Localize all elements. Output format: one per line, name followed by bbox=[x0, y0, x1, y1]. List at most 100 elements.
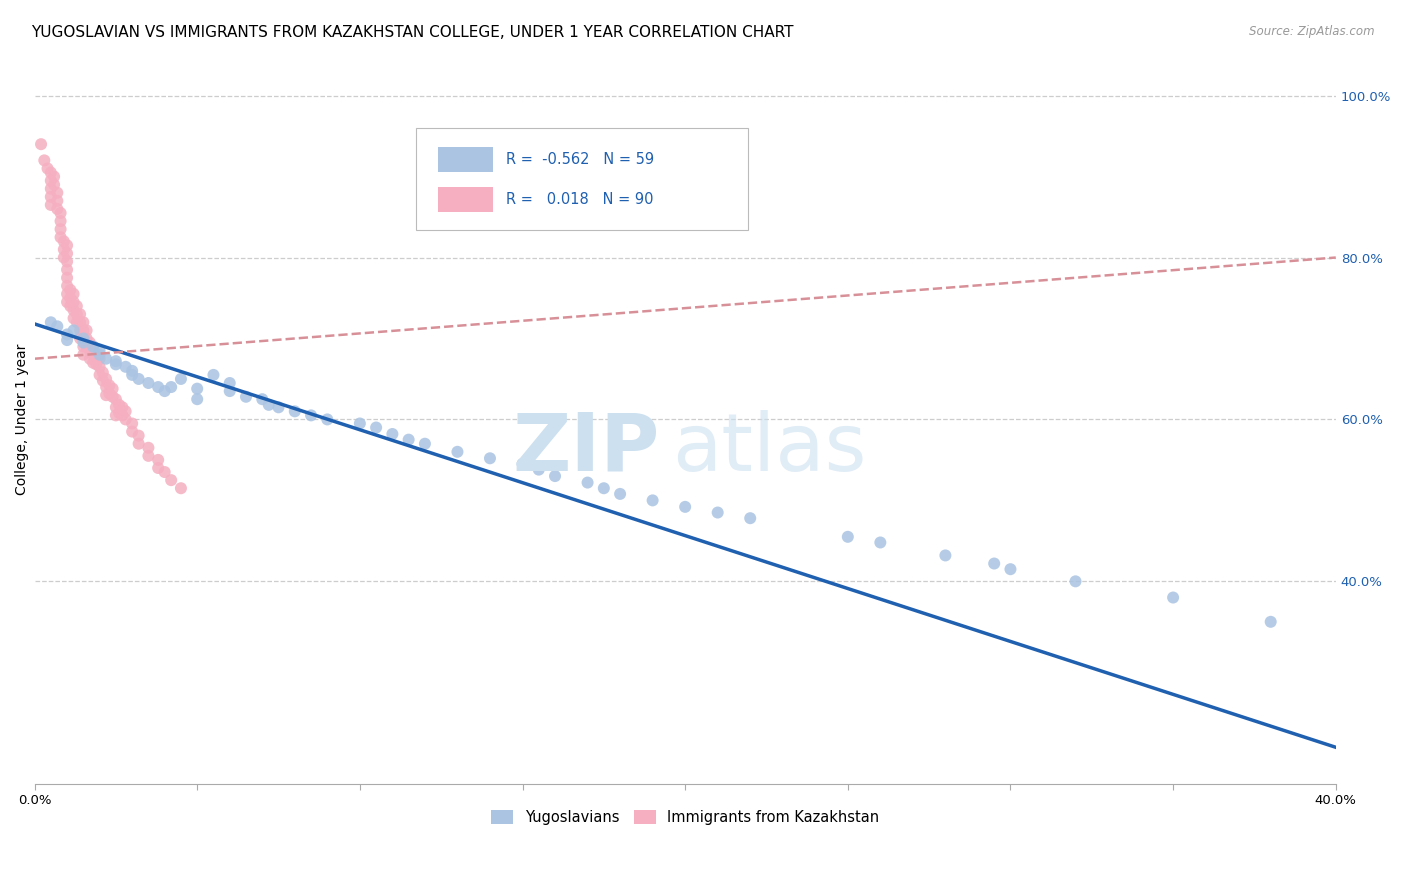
Point bbox=[30, 137, 52, 152]
Point bbox=[72, 335, 94, 350]
Point bbox=[69, 315, 91, 329]
Point bbox=[153, 384, 176, 398]
Point bbox=[366, 420, 388, 434]
Point bbox=[576, 475, 599, 490]
Point bbox=[349, 417, 371, 431]
Point bbox=[108, 406, 131, 420]
FancyBboxPatch shape bbox=[437, 147, 492, 172]
Point bbox=[42, 169, 65, 184]
Point bbox=[98, 378, 121, 392]
Point bbox=[94, 388, 117, 402]
Point bbox=[202, 368, 225, 382]
Point bbox=[56, 278, 79, 293]
Point bbox=[76, 323, 98, 337]
Point bbox=[39, 182, 62, 196]
Point bbox=[56, 327, 79, 342]
Point bbox=[89, 359, 111, 374]
Point bbox=[56, 287, 79, 301]
Text: Source: ZipAtlas.com: Source: ZipAtlas.com bbox=[1250, 25, 1375, 38]
Point bbox=[218, 376, 240, 390]
Point bbox=[89, 348, 111, 362]
Point bbox=[257, 398, 280, 412]
Point bbox=[146, 453, 169, 467]
Point bbox=[446, 445, 468, 459]
Point bbox=[934, 549, 956, 563]
Point bbox=[740, 511, 762, 525]
Point bbox=[138, 449, 160, 463]
Point bbox=[69, 331, 91, 345]
Point bbox=[153, 465, 176, 479]
Point bbox=[82, 356, 104, 370]
Point bbox=[98, 386, 121, 401]
Point bbox=[62, 287, 84, 301]
Point bbox=[66, 299, 89, 313]
Point bbox=[170, 481, 193, 495]
Point bbox=[49, 206, 72, 220]
Point bbox=[56, 295, 79, 310]
Point bbox=[146, 461, 169, 475]
Point bbox=[46, 202, 69, 216]
Point bbox=[108, 398, 131, 412]
Point bbox=[104, 392, 127, 407]
Point bbox=[146, 380, 169, 394]
Point bbox=[114, 359, 136, 374]
Point bbox=[59, 299, 82, 313]
Point bbox=[56, 238, 79, 252]
Point bbox=[111, 409, 134, 423]
Point bbox=[79, 343, 101, 358]
Point bbox=[121, 417, 143, 431]
Point bbox=[59, 291, 82, 305]
Point bbox=[42, 178, 65, 192]
Point bbox=[86, 357, 108, 371]
Point bbox=[478, 451, 501, 466]
Point bbox=[37, 161, 59, 176]
Point bbox=[1000, 562, 1022, 576]
Point bbox=[76, 331, 98, 345]
Point bbox=[111, 401, 134, 415]
Point bbox=[218, 384, 240, 398]
Point bbox=[284, 404, 307, 418]
Point bbox=[170, 372, 193, 386]
Point bbox=[89, 343, 111, 358]
Point bbox=[39, 190, 62, 204]
Point bbox=[66, 307, 89, 321]
Point bbox=[398, 433, 420, 447]
Point bbox=[101, 382, 124, 396]
Point bbox=[34, 153, 56, 168]
Point bbox=[138, 441, 160, 455]
Point bbox=[72, 315, 94, 329]
Point bbox=[72, 340, 94, 354]
Point bbox=[869, 535, 891, 549]
Point bbox=[186, 392, 208, 407]
Point bbox=[72, 348, 94, 362]
Point bbox=[79, 335, 101, 350]
Point bbox=[49, 214, 72, 228]
Point bbox=[82, 340, 104, 354]
Point bbox=[79, 351, 101, 366]
Point bbox=[267, 401, 290, 415]
Point bbox=[837, 530, 859, 544]
Point bbox=[86, 349, 108, 363]
Point bbox=[39, 315, 62, 329]
Point bbox=[94, 380, 117, 394]
Text: YUGOSLAVIAN VS IMMIGRANTS FROM KAZAKHSTAN COLLEGE, UNDER 1 YEAR CORRELATION CHAR: YUGOSLAVIAN VS IMMIGRANTS FROM KAZAKHSTA… bbox=[31, 25, 793, 40]
FancyBboxPatch shape bbox=[416, 128, 748, 230]
Point bbox=[104, 357, 127, 371]
Point bbox=[128, 428, 150, 442]
Point bbox=[49, 222, 72, 236]
Point bbox=[527, 462, 550, 476]
Point bbox=[66, 315, 89, 329]
Point bbox=[413, 436, 436, 450]
Point bbox=[1064, 574, 1087, 589]
Point bbox=[91, 374, 114, 388]
Point bbox=[104, 401, 127, 415]
Point bbox=[94, 372, 117, 386]
Point bbox=[46, 186, 69, 200]
Point bbox=[673, 500, 696, 514]
Point bbox=[121, 425, 143, 439]
Point bbox=[39, 173, 62, 187]
Point bbox=[160, 380, 183, 394]
Point bbox=[114, 412, 136, 426]
Point bbox=[381, 427, 404, 442]
FancyBboxPatch shape bbox=[437, 187, 492, 211]
